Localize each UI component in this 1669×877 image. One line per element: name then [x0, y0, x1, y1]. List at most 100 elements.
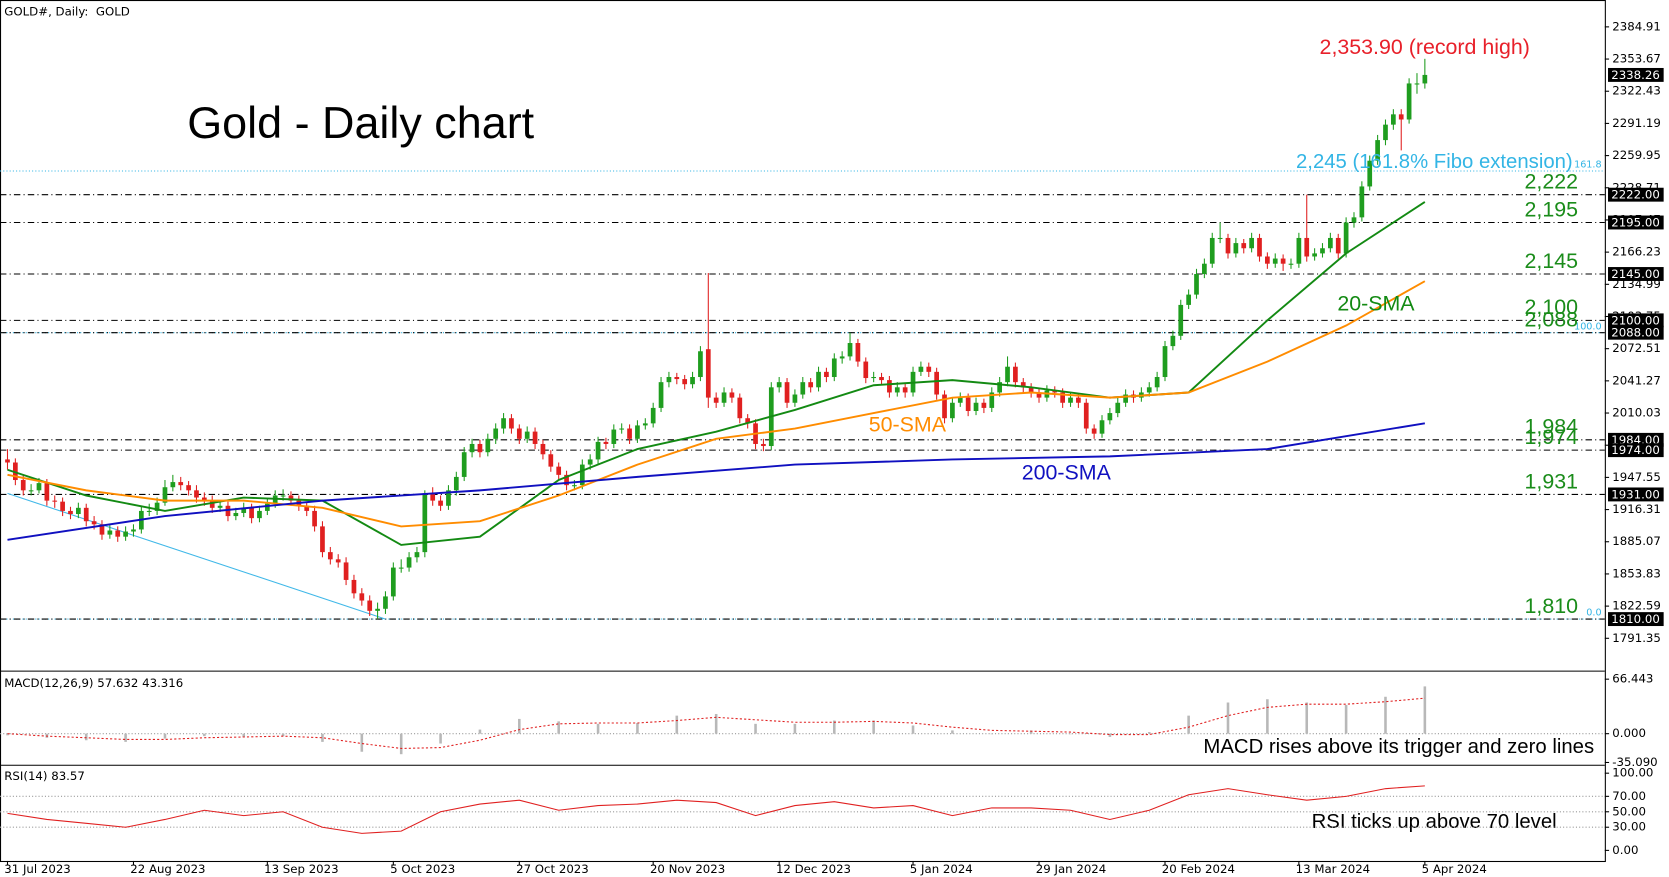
- candle-body: [855, 343, 861, 362]
- x-tick-label: 29 Jan 2024: [1036, 862, 1106, 876]
- candle-body: [698, 351, 703, 378]
- candle-body: [1083, 402, 1089, 429]
- candle-body: [1186, 294, 1191, 305]
- sma-line: [7, 280, 1426, 528]
- price-box-label: 2100.00: [1611, 313, 1660, 327]
- macd-bar: [360, 733, 364, 752]
- candle-body: [343, 562, 349, 580]
- candle-body: [304, 505, 310, 511]
- macd-bar: [1029, 730, 1033, 734]
- candle-body: [509, 418, 514, 429]
- candle-body: [950, 402, 955, 419]
- fibo-level-label: 0.0: [1586, 608, 1601, 619]
- price-box: [1608, 612, 1664, 627]
- candle-body: [13, 462, 18, 481]
- y-tick-label: 2353.67: [1612, 52, 1661, 66]
- candle-body: [1343, 222, 1349, 254]
- candle-body: [1335, 237, 1341, 254]
- candle-body: [320, 526, 325, 553]
- rsi-annotation: RSI ticks up above 70 level: [1312, 811, 1557, 833]
- candle-body: [1209, 237, 1215, 264]
- level-label: 1,974: [1525, 425, 1579, 449]
- candle-body: [1304, 237, 1310, 257]
- candle-body: [1328, 237, 1333, 249]
- candle-body: [249, 507, 254, 519]
- x-tick-label: 13 Mar 2024: [1296, 862, 1371, 876]
- macd-bar: [1423, 686, 1427, 734]
- candle-body: [705, 349, 711, 398]
- candle-body: [831, 358, 837, 378]
- candle-body: [800, 382, 806, 395]
- macd-bar: [1147, 732, 1151, 734]
- candle-body: [107, 530, 113, 535]
- candle-body: [201, 497, 207, 501]
- candle-body: [91, 521, 97, 525]
- candle-body: [178, 482, 184, 486]
- candle-body: [1359, 186, 1365, 218]
- candle-body: [587, 459, 593, 465]
- price-box-label: 2338.26: [1611, 68, 1660, 82]
- price-box-label: 2088.00: [1611, 326, 1660, 340]
- candle-body: [1320, 248, 1325, 254]
- macd-bar: [793, 723, 797, 734]
- sma-label: 200-SMA: [1022, 460, 1112, 484]
- candle-body: [359, 593, 365, 601]
- macd-bar: [1305, 702, 1309, 734]
- y-tick-label: 1822.59: [1612, 599, 1661, 613]
- candle-body: [1249, 237, 1254, 249]
- candle-body: [241, 507, 247, 513]
- macd-header: MACD(12,26,9) 57.632 43.316: [4, 676, 183, 690]
- fibo-level-label: 100.0: [1574, 321, 1602, 332]
- macd-signal-line: [7, 697, 1425, 749]
- candle-body: [1202, 263, 1207, 275]
- candle-body: [422, 493, 428, 553]
- candle-body: [524, 431, 530, 439]
- macd-bar: [321, 733, 324, 742]
- level-label: 2,222: [1525, 170, 1579, 194]
- price-box-label: 1810.00: [1611, 612, 1660, 626]
- candle-body: [721, 392, 727, 403]
- candle-body: [942, 394, 947, 419]
- price-box-label: 2195.00: [1611, 216, 1660, 230]
- macd-bar: [1384, 696, 1387, 734]
- y-tick-label: 1947.55: [1612, 470, 1661, 484]
- price-box: [1608, 267, 1664, 281]
- x-tick-label: 5 Apr 2024: [1422, 862, 1487, 876]
- y-tick-label: -35.090: [1612, 755, 1657, 769]
- y-tick-label: 2291.19: [1612, 116, 1661, 130]
- candle-body: [556, 466, 562, 475]
- candle-body: [469, 443, 475, 453]
- candle-body: [1272, 258, 1278, 264]
- candle-body: [619, 428, 625, 430]
- candle-body: [957, 397, 963, 403]
- x-tick-label: 5 Jan 2024: [910, 862, 973, 876]
- candle-body: [398, 567, 404, 569]
- candle-body: [1422, 74, 1428, 84]
- macd-annotation: MACD rises above its trigger and zero li…: [1203, 736, 1594, 758]
- price-box: [1608, 215, 1664, 230]
- candle-body: [493, 428, 499, 439]
- candle-body: [36, 483, 42, 491]
- candle-body: [1146, 387, 1152, 393]
- macd-bar: [518, 718, 521, 734]
- y-tick-label: 50.00: [1612, 804, 1646, 818]
- macd-bar: [163, 733, 167, 739]
- candle-body: [1060, 392, 1065, 403]
- candle-body: [1351, 217, 1357, 223]
- candle-body: [1225, 237, 1231, 254]
- candle-body: [540, 443, 546, 455]
- candle-body: [611, 429, 617, 444]
- candle-body: [383, 596, 388, 609]
- candle-body: [1076, 397, 1081, 403]
- y-tick-label: 66.443: [1612, 672, 1653, 686]
- candle-body: [209, 500, 215, 508]
- price-box: [1608, 325, 1664, 340]
- price-box-label: 2145.00: [1611, 267, 1660, 281]
- candle-body: [808, 382, 814, 388]
- y-tick-label: 70.00: [1612, 789, 1646, 803]
- candle-body: [52, 500, 58, 502]
- candle-body: [729, 392, 735, 398]
- sma-label: 20-SMA: [1337, 291, 1415, 315]
- candle-body: [225, 505, 231, 517]
